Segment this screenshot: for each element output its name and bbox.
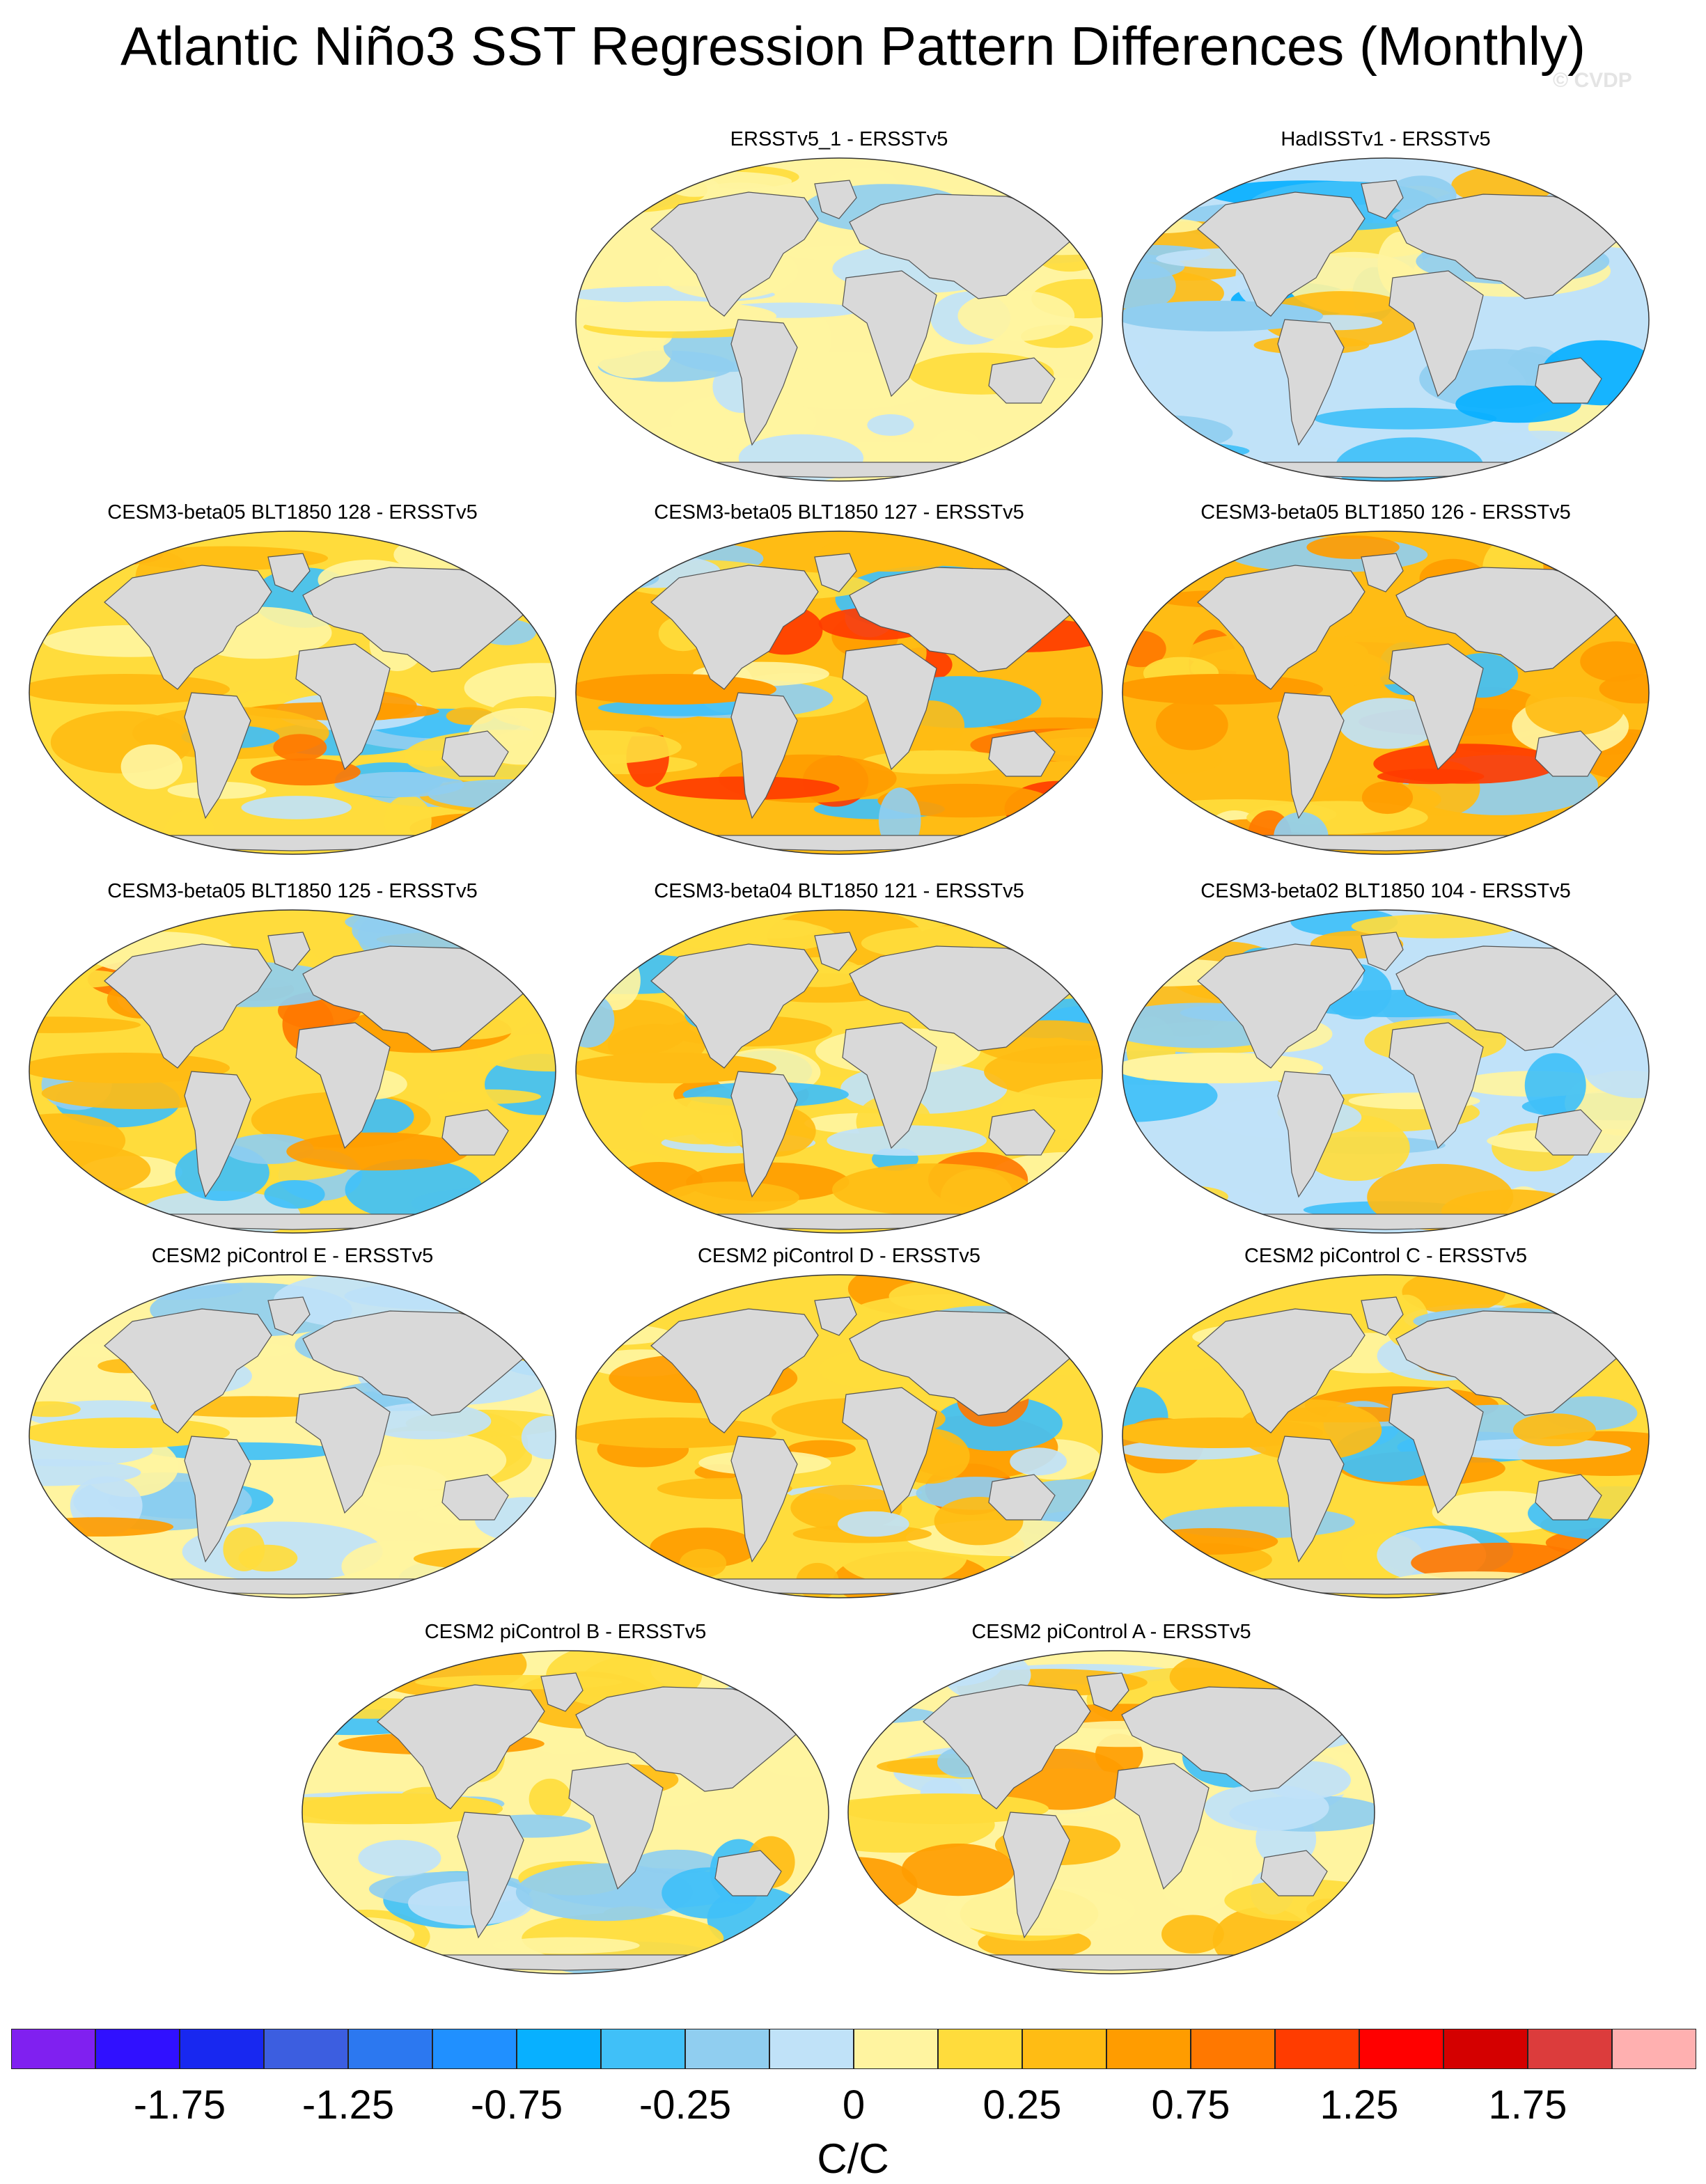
colorbar-swatch (348, 2029, 432, 2069)
colorbar-swatch (1106, 2029, 1191, 2069)
sst-difference-map (302, 1650, 829, 1974)
colorbar-swatch (517, 2029, 601, 2069)
panel-title: CESM2 piControl D - ERSSTv5 (697, 1245, 981, 1267)
colorbar-tick-label: 1.25 (1320, 2082, 1399, 2128)
map-panel: CESM2 piControl E - ERSSTv5 (21, 1243, 564, 1619)
colorbar-swatch (685, 2029, 769, 2069)
colorbar (11, 2029, 1696, 2071)
colorbar-swatch (1612, 2029, 1696, 2069)
colorbar-tick-label: 0 (842, 2082, 866, 2128)
colorbar-tick-label: 1.75 (1488, 2082, 1567, 2128)
colorbar-swatch (1275, 2029, 1359, 2069)
panel-title: ERSSTv5_1 - ERSSTv5 (730, 128, 948, 150)
sst-difference-map (29, 531, 556, 855)
panel-title: CESM3-beta04 BLT1850 121 - ERSSTv5 (654, 880, 1024, 902)
map-panel: HadISSTv1 - ERSSTv5 (1114, 127, 1657, 503)
map-panel: ERSSTv5_1 - ERSSTv5 (568, 127, 1111, 503)
panel-title: CESM2 piControl A - ERSSTv5 (971, 1621, 1251, 1643)
sst-difference-map (29, 1274, 556, 1598)
colorbar-swatch (11, 2029, 95, 2069)
colorbar-swatch (854, 2029, 938, 2069)
panel-title: CESM3-beta05 BLT1850 128 - ERSSTv5 (107, 501, 478, 524)
sst-difference-map (575, 1274, 1103, 1598)
colorbar-tick-label: -1.25 (302, 2082, 395, 2128)
panel-title: CESM2 piControl E - ERSSTv5 (151, 1245, 434, 1267)
sst-difference-map (1122, 531, 1650, 855)
map-panel: CESM3-beta05 BLT1850 128 - ERSSTv5 (21, 500, 564, 876)
sst-difference-map (575, 157, 1103, 482)
map-panel: CESM2 piControl D - ERSSTv5 (568, 1243, 1111, 1619)
map-panel: CESM2 piControl B - ERSSTv5 (294, 1619, 837, 1995)
map-panel: CESM3-beta05 BLT1850 126 - ERSSTv5 (1114, 500, 1657, 876)
colorbar-swatch (1022, 2029, 1106, 2069)
panel-title: CESM3-beta05 BLT1850 125 - ERSSTv5 (107, 880, 478, 902)
map-panel: CESM3-beta02 BLT1850 104 - ERSSTv5 (1114, 879, 1657, 1255)
colorbar-swatch (1359, 2029, 1443, 2069)
colorbar-swatch (1443, 2029, 1528, 2069)
map-panel: CESM2 piControl A - ERSSTv5 (840, 1619, 1383, 1995)
colorbar-tick-label: -0.25 (639, 2082, 732, 2128)
map-panel: CESM3-beta04 BLT1850 121 - ERSSTv5 (568, 879, 1111, 1255)
colorbar-swatch (432, 2029, 517, 2069)
panel-title: CESM2 piControl B - ERSSTv5 (424, 1621, 707, 1643)
sst-difference-map (29, 909, 556, 1234)
sst-difference-map (1122, 1274, 1650, 1598)
sst-difference-map (847, 1650, 1375, 1974)
colorbar-swatch (180, 2029, 264, 2069)
panel-title: HadISSTv1 - ERSSTv5 (1281, 128, 1491, 150)
panel-title: CESM3-beta05 BLT1850 126 - ERSSTv5 (1200, 501, 1571, 524)
colorbar-tick-label: -1.75 (133, 2082, 226, 2128)
colorbar-swatch (1528, 2029, 1612, 2069)
map-panel: CESM2 piControl C - ERSSTv5 (1114, 1243, 1657, 1619)
colorbar-tick-label: -0.75 (470, 2082, 563, 2128)
sst-difference-map (1122, 909, 1650, 1234)
panel-title: CESM3-beta05 BLT1850 127 - ERSSTv5 (654, 501, 1024, 524)
cvdp-watermark: © CVDP (1553, 69, 1632, 92)
colorbar-units: C/C (817, 2135, 889, 2182)
sst-difference-map (1122, 157, 1650, 482)
colorbar-swatch (938, 2029, 1022, 2069)
colorbar-swatch (264, 2029, 348, 2069)
colorbar-swatch (1191, 2029, 1275, 2069)
figure-title: Atlantic Niño3 SST Regression Pattern Di… (120, 15, 1586, 77)
sst-difference-map (575, 531, 1103, 855)
sst-difference-map (575, 909, 1103, 1234)
colorbar-swatch (95, 2029, 180, 2069)
panel-title: CESM2 piControl C - ERSSTv5 (1244, 1245, 1528, 1267)
colorbar-swatch (601, 2029, 685, 2069)
map-panel: CESM3-beta05 BLT1850 125 - ERSSTv5 (21, 879, 564, 1255)
map-panel: CESM3-beta05 BLT1850 127 - ERSSTv5 (568, 500, 1111, 876)
colorbar-tick-label: 0.25 (983, 2082, 1062, 2128)
panel-title: CESM3-beta02 BLT1850 104 - ERSSTv5 (1200, 880, 1571, 902)
colorbar-tick-label: 0.75 (1151, 2082, 1230, 2128)
colorbar-swatch (769, 2029, 854, 2069)
